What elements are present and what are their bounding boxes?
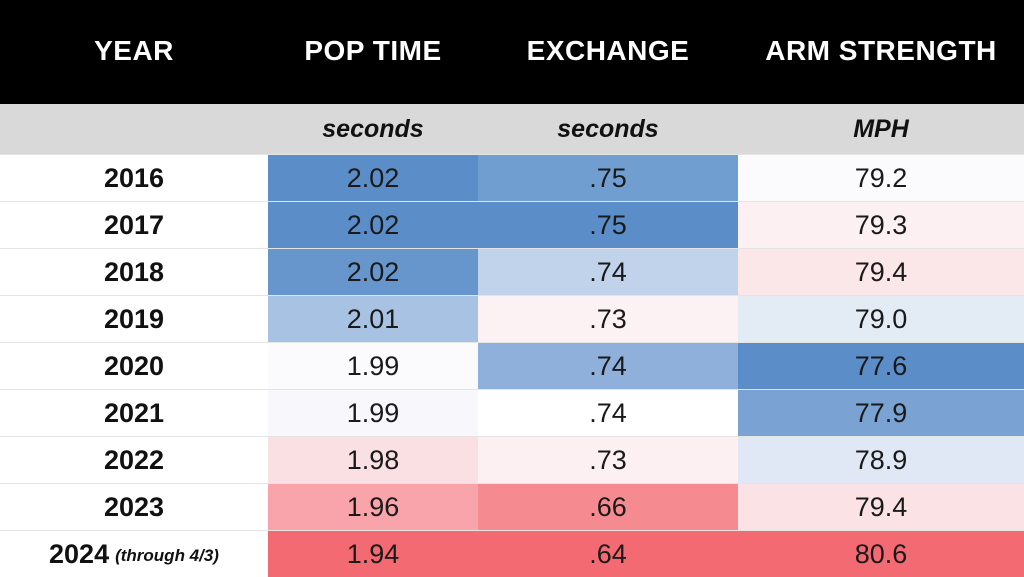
pop-time-cell: 1.94 <box>268 530 478 577</box>
pop-time-cell: 1.99 <box>268 342 478 389</box>
units-row: seconds seconds MPH <box>0 104 1024 154</box>
year-label: 2024 <box>49 538 110 569</box>
arm-strength-cell: 79.4 <box>738 483 1024 530</box>
year-label: 2016 <box>103 162 165 193</box>
year-note: (through 4/3) <box>115 546 219 565</box>
header-arm-strength: ARM STRENGTH <box>765 35 997 66</box>
year-cell: 2017 <box>0 201 268 248</box>
arm-strength-cell: 77.6 <box>738 342 1024 389</box>
year-label: 2023 <box>103 491 165 522</box>
pop-time-cell: 2.02 <box>268 248 478 295</box>
header-row: YEAR POP TIME EXCHANGE ARM STRENGTH <box>0 0 1024 104</box>
table-row: 2020 1.99.74 77.6 <box>0 342 1024 389</box>
exchange-cell: .74 <box>478 248 738 295</box>
year-label: 2020 <box>103 350 165 381</box>
table-row: 2022 1.98.73 78.9 <box>0 436 1024 483</box>
header-exchange: EXCHANGE <box>526 35 690 66</box>
unit-arm-strength: MPH <box>853 114 909 143</box>
year-cell: 2020 <box>0 342 268 389</box>
table-row: 2018 2.02.74 79.4 <box>0 248 1024 295</box>
unit-exchange: seconds <box>557 114 659 143</box>
table-row: 2016 2.02.75 79.2 <box>0 154 1024 201</box>
arm-strength-cell: 79.0 <box>738 295 1024 342</box>
year-label: 2021 <box>103 397 165 428</box>
year-cell: 2016 <box>0 154 268 201</box>
exchange-cell: .66 <box>478 483 738 530</box>
year-cell: 2022 <box>0 436 268 483</box>
exchange-cell: .74 <box>478 389 738 436</box>
year-label: 2019 <box>103 303 165 334</box>
header-pop-time: POP TIME <box>304 35 442 66</box>
pop-time-cell: 1.98 <box>268 436 478 483</box>
unit-year <box>0 104 268 154</box>
pop-time-cell: 1.99 <box>268 389 478 436</box>
table-row: 2019 2.01.73 79.0 <box>0 295 1024 342</box>
exchange-cell: .73 <box>478 295 738 342</box>
arm-strength-cell: 79.4 <box>738 248 1024 295</box>
year-cell: 2018 <box>0 248 268 295</box>
table-row: 2023 1.96.66 79.4 <box>0 483 1024 530</box>
year-label: 2022 <box>103 444 165 475</box>
pop-time-cell: 2.02 <box>268 201 478 248</box>
exchange-cell: .73 <box>478 436 738 483</box>
arm-strength-cell: 78.9 <box>738 436 1024 483</box>
arm-strength-cell: 79.3 <box>738 201 1024 248</box>
arm-strength-cell: 79.2 <box>738 154 1024 201</box>
unit-pop-time: seconds <box>322 114 424 143</box>
exchange-cell: .75 <box>478 154 738 201</box>
exchange-cell: .74 <box>478 342 738 389</box>
pop-time-cell: 1.96 <box>268 483 478 530</box>
year-cell: 2021 <box>0 389 268 436</box>
table-row: 2024 (through 4/3) 1.94.64 80.6 <box>0 530 1024 577</box>
arm-strength-cell: 77.9 <box>738 389 1024 436</box>
year-label: 2018 <box>103 256 165 287</box>
table-row: 2017 2.02.75 79.3 <box>0 201 1024 248</box>
header-year: YEAR <box>94 35 174 66</box>
pop-time-cell: 2.02 <box>268 154 478 201</box>
table-row: 2021 1.99.74 77.9 <box>0 389 1024 436</box>
arm-strength-cell: 80.6 <box>738 530 1024 577</box>
year-cell: 2024 (through 4/3) <box>0 530 268 577</box>
exchange-cell: .75 <box>478 201 738 248</box>
year-cell: 2019 <box>0 295 268 342</box>
year-cell: 2023 <box>0 483 268 530</box>
pop-time-cell: 2.01 <box>268 295 478 342</box>
exchange-cell: .64 <box>478 530 738 577</box>
year-label: 2017 <box>103 209 165 240</box>
